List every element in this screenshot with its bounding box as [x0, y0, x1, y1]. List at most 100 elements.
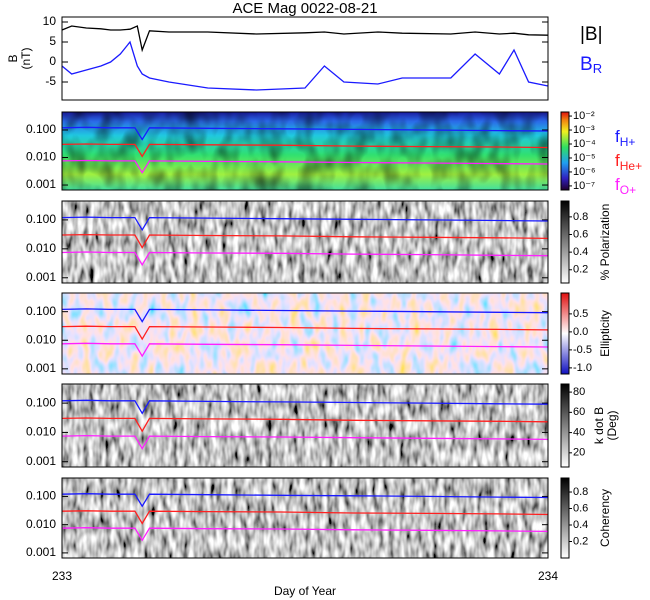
y-tick-label: 0.100	[26, 395, 56, 409]
series-line	[61, 527, 549, 542]
colorbar-tick-label: 0.6	[573, 228, 588, 240]
y-tick-label: 0.010	[26, 332, 56, 346]
series-line	[61, 399, 549, 415]
y-tick-label: 0.001	[26, 454, 56, 468]
y-tick-label: 0.010	[26, 241, 56, 255]
legend-name: f	[615, 127, 620, 146]
legend-label: BR	[580, 54, 602, 76]
y-tick-label: 10	[43, 14, 57, 28]
spectrogram-image	[62, 478, 548, 558]
colorbar-tick-label: 0.2	[573, 264, 588, 276]
legend-subscript: H+	[620, 135, 636, 149]
legend-subscript: O+	[620, 183, 636, 197]
colorbar-tick-label: 0.5	[573, 308, 588, 320]
plot-frame	[61, 477, 549, 559]
colorbar	[560, 292, 570, 375]
y-tick-label: 0	[49, 54, 56, 68]
colorbar	[560, 383, 570, 468]
plot-frame	[61, 16, 549, 101]
colorbar-tick-label: 10⁻³	[573, 124, 595, 136]
colorbar-unit: (Deg)	[605, 410, 619, 440]
colorbar-tick-label: 0.2	[573, 535, 588, 547]
y-tick-label: 5	[49, 34, 56, 48]
spectrogram-texture	[62, 112, 548, 190]
legend-subscript: He+	[620, 159, 642, 173]
colorbar-tick-label: 20	[573, 447, 585, 459]
series-line	[61, 40, 549, 91]
spectrogram-image	[62, 293, 548, 374]
colorbar-label: k dot B	[592, 407, 606, 444]
y-tick-label: 0.001	[26, 177, 56, 191]
legend-name: |B|	[580, 24, 603, 45]
plot-frame	[61, 292, 549, 375]
y-tick-label: 0.100	[26, 304, 56, 318]
y-tick-label: 0.001	[26, 361, 56, 375]
legend-label: fHe+	[615, 151, 642, 173]
y-tick-label: 0.100	[26, 122, 56, 136]
colorbar-tick-label: -1.0	[573, 362, 592, 374]
legend-name: f	[615, 151, 620, 170]
series-line	[61, 216, 549, 232]
series-line	[61, 308, 549, 323]
y-tick-label: 0.010	[26, 517, 56, 531]
series-line	[61, 126, 549, 141]
series-line	[61, 25, 549, 53]
x-tick-label: 233	[52, 569, 72, 583]
chart-title: ACE Mag 0022-08-21	[232, 0, 377, 17]
legend-label: |B|	[580, 24, 603, 45]
y-tick-label: 0.001	[26, 270, 56, 284]
y-tick-label: 0.100	[26, 212, 56, 226]
y-tick-label: 0.100	[26, 489, 56, 503]
series-line	[61, 159, 549, 174]
legend-subscript: R	[593, 61, 602, 76]
colorbar-tick-label: 10⁻⁶	[573, 166, 596, 178]
colorbar-tick-label: 10⁻⁴	[573, 138, 596, 150]
plot-frame	[61, 200, 549, 284]
colorbar-tick-label: 0.8	[573, 211, 588, 223]
y-tick-label: 0.010	[26, 425, 56, 439]
y-axis-unit: (nT)	[19, 48, 33, 70]
y-axis-label: B	[6, 54, 20, 62]
series-line	[61, 143, 549, 158]
legend-name: B	[580, 54, 593, 75]
colorbar-tick-label: 0.4	[573, 519, 588, 531]
colorbar-tick-label: -0.5	[573, 344, 592, 356]
colorbar-tick-label: 10⁻⁷	[573, 180, 595, 192]
colorbar	[560, 200, 570, 284]
colorbar-tick-label: 10⁻⁵	[573, 152, 596, 164]
spectrogram-image	[62, 201, 548, 283]
legend-label: fO+	[615, 175, 636, 197]
x-axis-label: Day of Year	[274, 584, 336, 598]
colorbar	[560, 477, 570, 559]
y-tick-label: 0.001	[26, 545, 56, 559]
x-tick-label: 234	[538, 569, 558, 583]
colorbar-label: Coherency	[598, 489, 612, 547]
legend-name: f	[615, 175, 620, 194]
spectrogram-image	[62, 384, 548, 467]
colorbar-tick-label: 80	[573, 386, 585, 398]
colorbar-label: % Polarization	[598, 204, 612, 281]
series-line	[61, 251, 549, 267]
legend-label: fH+	[615, 127, 635, 149]
y-tick-label: 0.010	[26, 150, 56, 164]
colorbar	[560, 111, 570, 191]
plot-frame	[61, 111, 549, 191]
series-line	[61, 325, 549, 341]
colorbar-tick-label: 60	[573, 406, 585, 418]
colorbar-label: Ellipticity	[598, 310, 612, 357]
colorbar-tick-label: 0.0	[573, 326, 588, 338]
series-line	[61, 510, 549, 525]
colorbar-tick-label: 10⁻²	[573, 110, 595, 122]
series-line	[61, 233, 549, 249]
series-line	[61, 434, 549, 450]
y-tick-label: -5	[45, 74, 56, 88]
series-line	[61, 342, 549, 358]
series-line	[61, 493, 549, 508]
colorbar-tick-label: 0.4	[573, 246, 588, 258]
plot-frame	[61, 383, 549, 468]
colorbar-tick-label: 0.6	[573, 502, 588, 514]
colorbar-tick-label: 0.8	[573, 486, 588, 498]
series-line	[61, 417, 549, 433]
colorbar-tick-label: 40	[573, 426, 585, 438]
